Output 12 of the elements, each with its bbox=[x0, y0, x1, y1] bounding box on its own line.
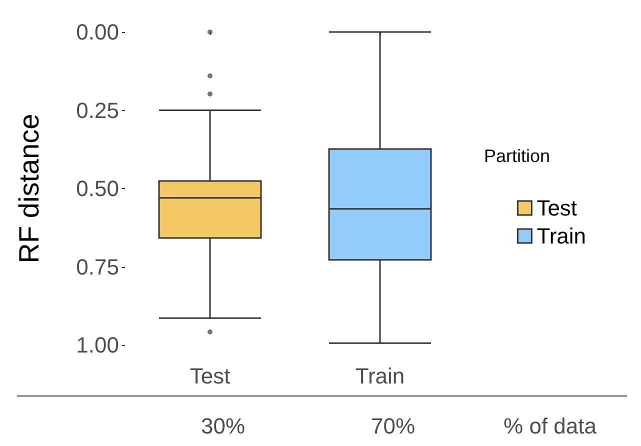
y-axis-title: RF distance bbox=[14, 114, 44, 264]
y-tick-label: 0.75 bbox=[76, 254, 119, 280]
y-tick-label: 0.00 bbox=[76, 20, 119, 44]
y-tick-label: 0.25 bbox=[76, 98, 119, 123]
legend-title: Partition bbox=[484, 146, 550, 166]
text: 70% bbox=[370, 414, 416, 438]
legend-label: Train bbox=[536, 224, 586, 248]
text: % of data bbox=[504, 414, 598, 438]
text: 30% bbox=[200, 414, 246, 438]
legend-label: Test bbox=[536, 196, 578, 220]
y-tick-label: 0.50 bbox=[76, 176, 119, 201]
y-tick-label: 1.00 bbox=[76, 332, 119, 358]
